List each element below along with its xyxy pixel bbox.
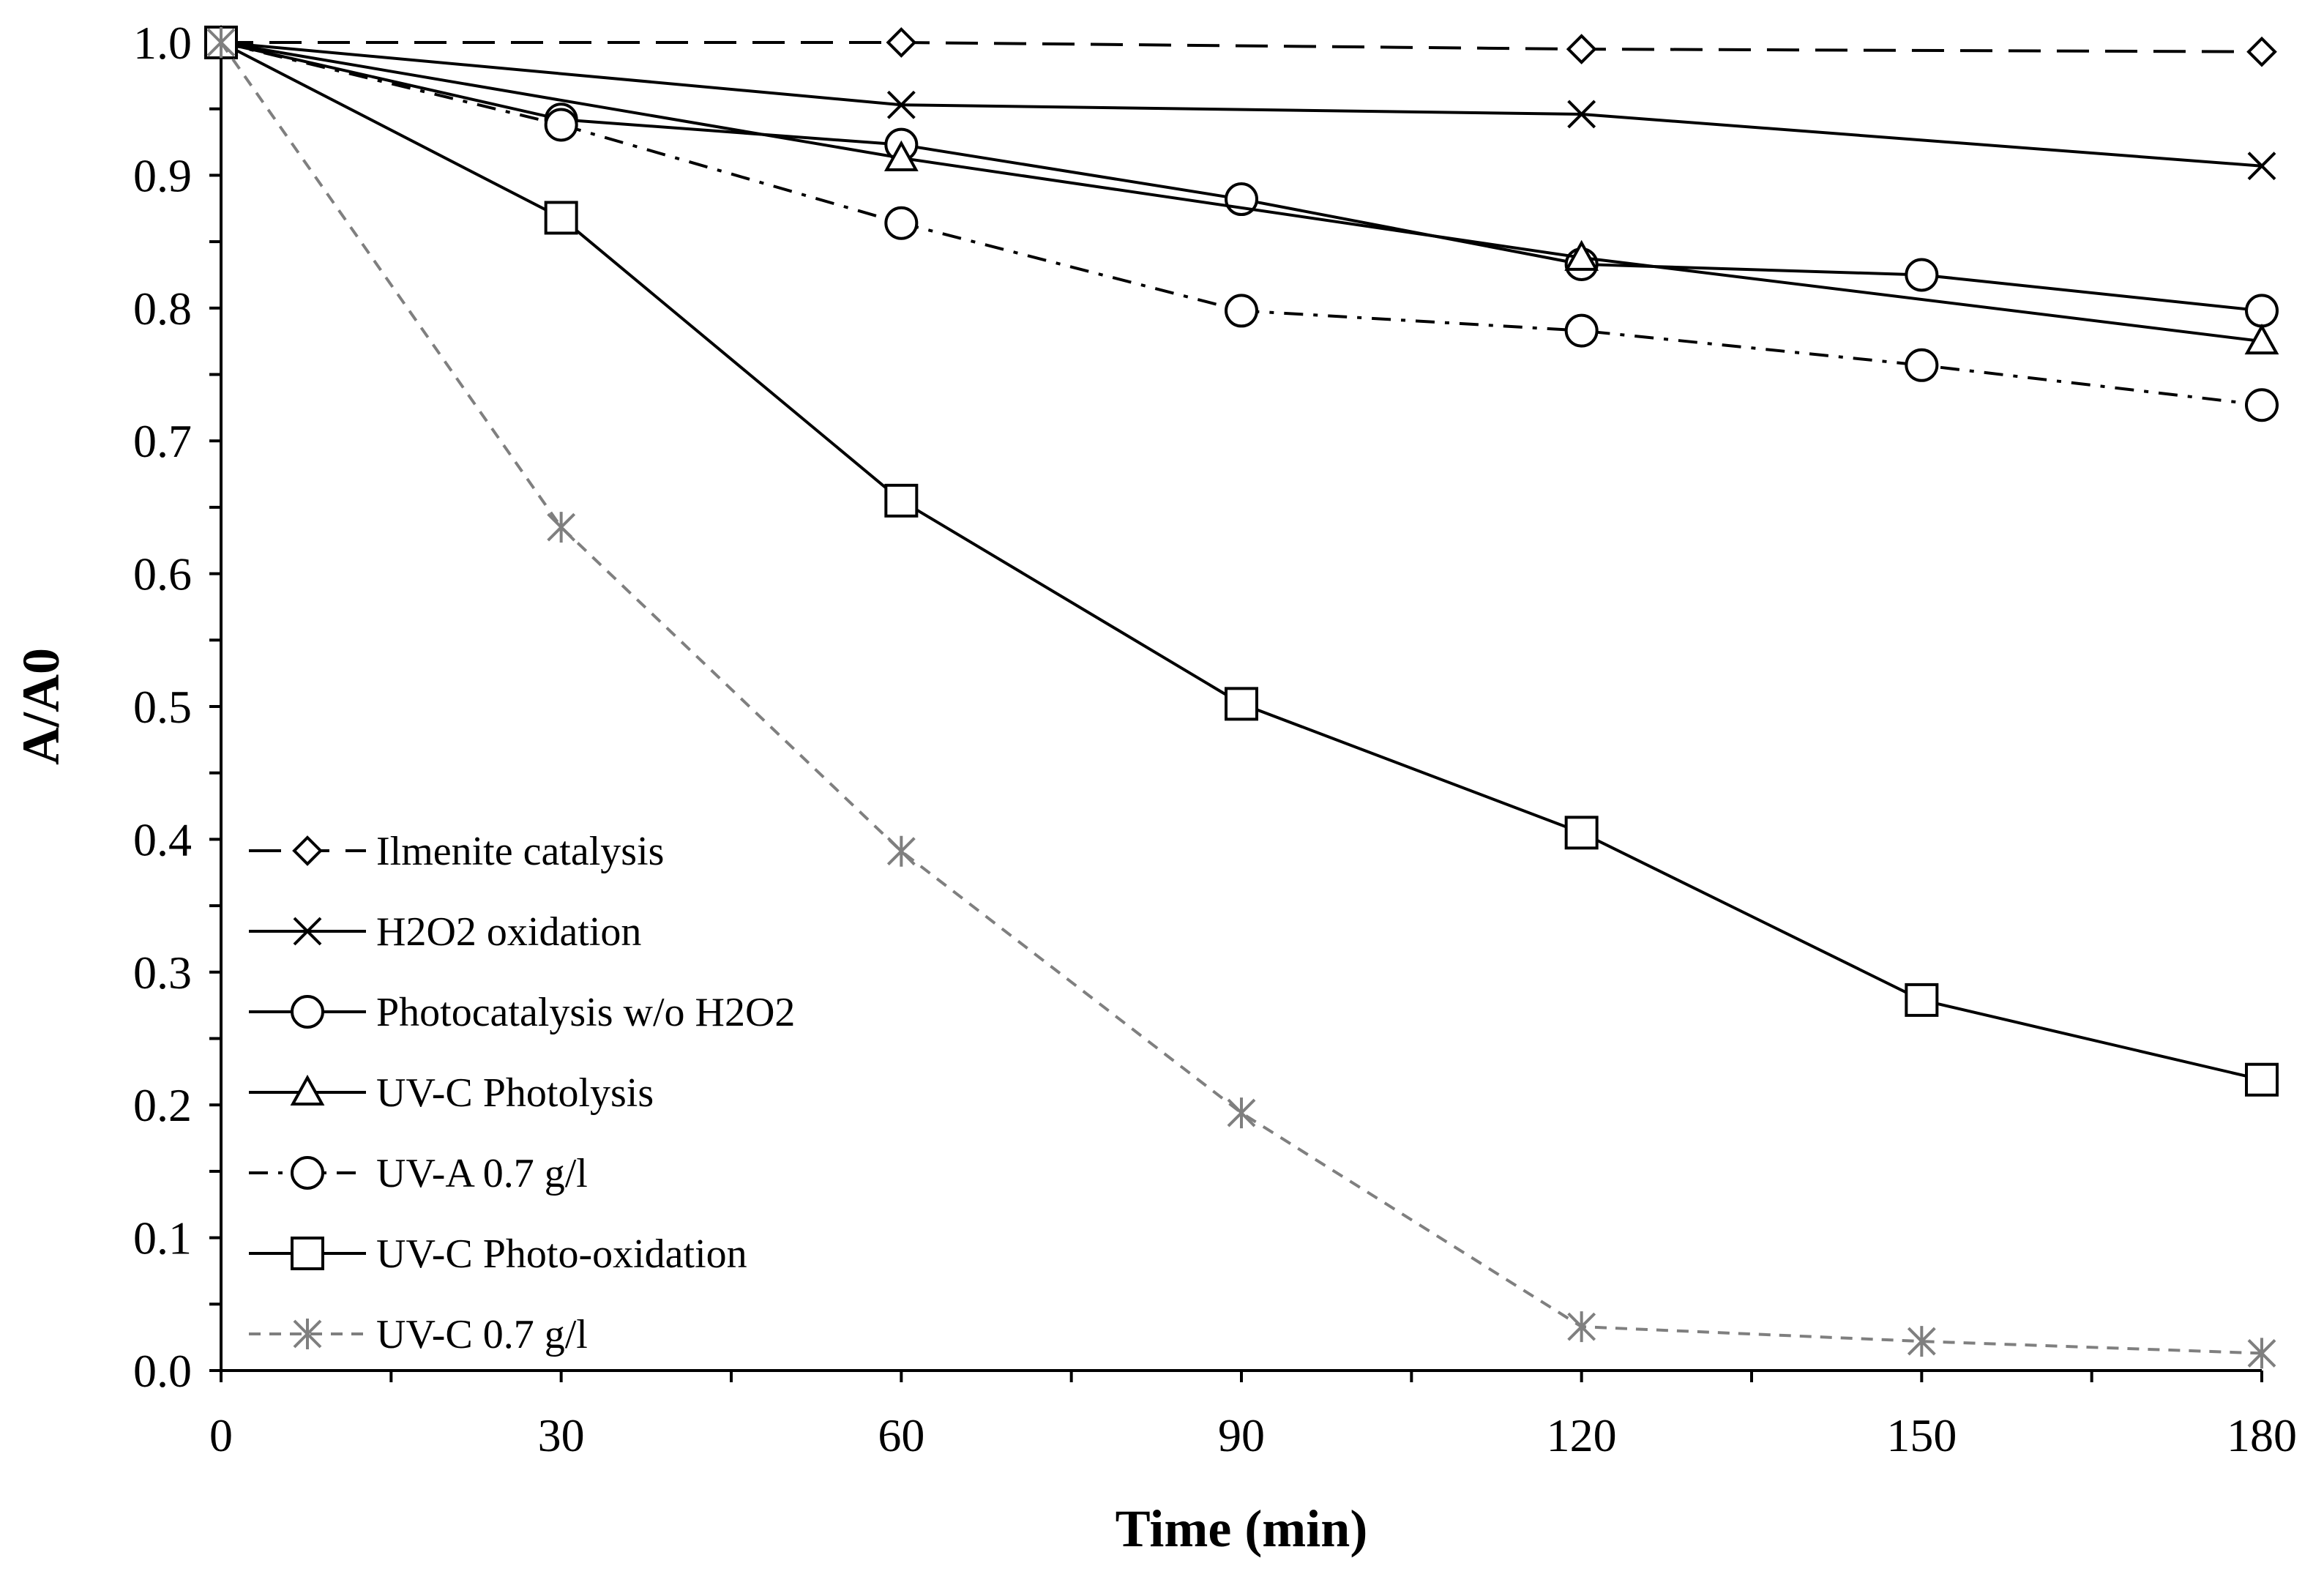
- x-tick-label: 0: [209, 1409, 233, 1461]
- square-marker: [291, 1237, 324, 1270]
- x-tick-label: 60: [878, 1409, 924, 1461]
- y-tick-label: 0.9: [133, 149, 192, 201]
- y-tick-label: 0.1: [133, 1212, 192, 1264]
- triangle-marker: [883, 140, 919, 171]
- triangle-marker: [290, 1074, 325, 1106]
- legend-label: UV-C Photolysis: [376, 1070, 654, 1116]
- x-tick-label: 30: [538, 1409, 585, 1461]
- y-tick-label: 0.5: [133, 681, 192, 733]
- legend-item: UV-A 0.7 g/l: [249, 1151, 588, 1196]
- circle-marker: [1564, 313, 1599, 348]
- circle-marker: [1905, 258, 1939, 292]
- legend: Ilmenite catalysis H2O2 oxidation Photocat…: [249, 829, 795, 1357]
- circle-marker: [1905, 348, 1939, 382]
- asterisk-marker: [293, 1319, 322, 1349]
- y-tick-label: 0.4: [133, 813, 192, 865]
- square-marker: [544, 201, 578, 235]
- x-tick-label: 90: [1218, 1409, 1265, 1461]
- y-tick-label: 0.6: [133, 548, 192, 600]
- series-line: [221, 41, 2263, 53]
- asterisk-marker: [547, 512, 576, 543]
- legend-label: UV-C Photo-oxidation: [376, 1231, 747, 1277]
- x-marker: [1567, 100, 1596, 129]
- legend-label: UV-A 0.7 g/l: [376, 1151, 588, 1196]
- series-1: [206, 27, 2277, 67]
- diamond-marker: [1566, 34, 1597, 64]
- y-tick-label: 0.3: [133, 947, 192, 999]
- square-marker: [1905, 983, 1939, 1017]
- legend-label: UV-C 0.7 g/l: [376, 1312, 588, 1357]
- x-tick-label: 150: [1886, 1409, 1957, 1461]
- axes: [209, 41, 2263, 1382]
- series-line: [220, 41, 2263, 168]
- x-axis-title: Time (min): [1116, 1499, 1368, 1558]
- circle-marker: [291, 995, 324, 1029]
- asterisk-marker: [886, 835, 916, 867]
- square-marker: [1225, 687, 1258, 721]
- x-tick-label: 180: [2227, 1409, 2297, 1461]
- triangle-marker: [1564, 239, 1599, 271]
- series-7: [206, 27, 2276, 1369]
- x-tick-label: 120: [1547, 1409, 1617, 1461]
- legend-label: Ilmenite catalysis: [376, 829, 664, 874]
- series-line: [220, 41, 2263, 343]
- x-marker: [293, 917, 322, 946]
- legend-item: H2O2 oxidation: [249, 909, 641, 955]
- asterisk-marker: [1907, 1326, 1936, 1357]
- legend-item: Photocatalysis w/o H2O2: [249, 990, 795, 1035]
- asterisk-marker: [1567, 1311, 1596, 1343]
- diamond-marker: [2246, 36, 2277, 67]
- y-axis-title: A/A0: [12, 648, 70, 765]
- asterisk-marker: [2247, 1338, 2276, 1369]
- legend-item: Ilmenite catalysis: [249, 829, 664, 874]
- series-line: [220, 41, 2263, 407]
- circle-marker: [1225, 294, 1258, 328]
- circle-marker: [544, 108, 578, 142]
- asterisk-marker: [1227, 1097, 1256, 1129]
- circle-marker: [884, 206, 919, 240]
- tick-labels: 0 30 60 90 120 150 180 0.0 0.1 0.2 0.3 0.4 0.5 0.6 0.7…: [133, 17, 2297, 1461]
- series-line: [220, 41, 2263, 313]
- series-5: [204, 26, 2279, 422]
- y-tick-label: 1.0: [133, 17, 192, 69]
- x-marker: [886, 90, 916, 119]
- series-3: [204, 26, 2279, 328]
- legend-item: UV-C Photolysis: [249, 1070, 654, 1116]
- square-marker: [1564, 816, 1599, 850]
- y-tick-label: 0.7: [133, 415, 192, 467]
- circle-marker: [2245, 294, 2279, 328]
- legend-item: UV-C Photo-oxidation: [249, 1231, 747, 1277]
- y-tick-label: 0.8: [133, 283, 192, 335]
- circle-marker: [2245, 388, 2279, 422]
- series-layer: [203, 24, 2279, 1369]
- legend-label: H2O2 oxidation: [376, 909, 641, 955]
- square-marker: [884, 483, 919, 518]
- square-marker: [2245, 1062, 2279, 1097]
- asterisk-marker: [206, 27, 236, 58]
- diamond-marker: [292, 835, 323, 866]
- y-tick-label: 0.2: [133, 1079, 192, 1131]
- legend-label: Photocatalysis w/o H2O2: [376, 990, 795, 1035]
- x-marker: [2247, 152, 2276, 181]
- diamond-marker: [886, 27, 917, 58]
- series-6: [204, 26, 2279, 1097]
- circle-marker: [291, 1156, 324, 1190]
- triangle-marker: [2244, 324, 2279, 355]
- y-tick-label: 0.0: [133, 1345, 192, 1397]
- legend-item: UV-C 0.7 g/l: [249, 1312, 588, 1357]
